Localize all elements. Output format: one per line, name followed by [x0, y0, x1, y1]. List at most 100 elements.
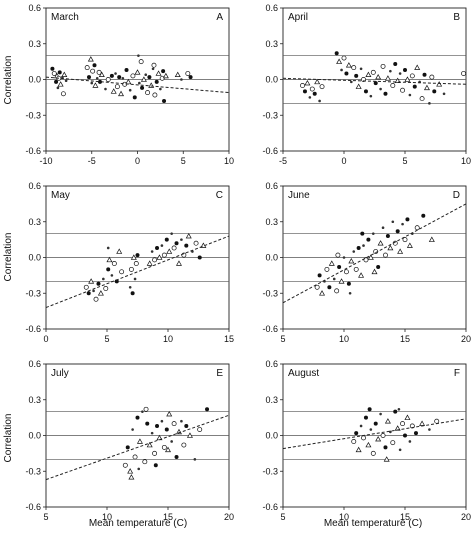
data-point	[128, 285, 132, 289]
data-point	[404, 76, 411, 82]
data-point	[193, 240, 199, 246]
data-point	[128, 266, 134, 272]
y-tick-label: -0.6	[262, 324, 278, 334]
regression-line	[45, 76, 230, 94]
data-point	[413, 431, 418, 436]
data-point	[380, 63, 386, 69]
data-point	[51, 71, 57, 76]
data-point	[166, 248, 173, 254]
y-tick-label: 0.3	[28, 395, 41, 405]
data-point	[155, 245, 160, 250]
y-tick-label: -0.6	[25, 324, 41, 334]
data-point	[377, 240, 384, 246]
data-point	[414, 225, 420, 231]
x-tick-label: 5	[43, 512, 48, 522]
data-point	[186, 432, 193, 438]
data-point	[110, 274, 114, 277]
data-point	[193, 458, 197, 461]
data-point	[118, 90, 125, 97]
data-point	[355, 83, 362, 89]
data-point	[174, 241, 179, 246]
data-point	[185, 71, 191, 76]
data-point	[300, 83, 305, 88]
data-point	[56, 86, 60, 90]
data-point	[385, 234, 390, 239]
data-point	[109, 73, 114, 78]
data-point	[393, 62, 398, 67]
data-point	[132, 95, 137, 100]
data-point	[130, 254, 137, 260]
data-point	[461, 71, 467, 76]
data-point	[135, 253, 140, 258]
x-tick-label: 5	[104, 334, 109, 344]
regression-line	[282, 418, 467, 450]
data-point	[334, 51, 339, 56]
data-point	[428, 428, 431, 431]
data-point	[197, 255, 202, 260]
data-point	[166, 410, 173, 417]
data-point	[387, 244, 394, 251]
data-point	[336, 58, 343, 64]
data-point	[412, 84, 417, 89]
data-point	[90, 68, 96, 74]
data-point	[180, 238, 183, 241]
panel-b: -0.6 -0.3 0.0 0.3 0.6 -5 0 5 10 April B	[262, 3, 471, 166]
data-point	[345, 62, 352, 68]
y-tick-label: 0.6	[265, 359, 278, 369]
data-point	[428, 236, 435, 242]
y-tick-label: 0.3	[28, 217, 41, 227]
data-point	[147, 75, 152, 80]
data-point	[324, 266, 330, 272]
data-point	[383, 91, 388, 96]
data-point	[160, 419, 164, 423]
panel-d: -0.6 -0.3 0.0 0.3 0.6 5 10 15 20 June D	[262, 181, 471, 344]
data-point	[342, 256, 346, 259]
data-point	[160, 244, 164, 247]
data-point	[398, 72, 402, 75]
data-point	[369, 428, 373, 431]
data-point	[302, 89, 307, 94]
data-point	[436, 81, 443, 87]
data-point	[130, 291, 135, 296]
y-tick-label: -0.3	[262, 288, 278, 298]
data-point	[140, 76, 147, 82]
data-point	[57, 81, 64, 87]
data-point	[366, 237, 371, 242]
data-point	[128, 474, 135, 480]
panel-letter: F	[454, 368, 460, 379]
data-point	[397, 407, 401, 411]
data-point	[135, 415, 140, 420]
data-point	[373, 421, 378, 426]
data-point	[181, 442, 187, 448]
ylabel-row1: Correlation	[3, 56, 14, 105]
data-point	[162, 72, 169, 79]
data-point	[398, 448, 402, 452]
data-point	[84, 65, 90, 71]
data-point	[359, 67, 363, 71]
data-point	[414, 64, 421, 70]
data-point	[125, 445, 130, 450]
data-point	[429, 74, 435, 80]
data-point	[400, 87, 406, 93]
data-point	[159, 75, 165, 81]
data-point	[384, 75, 391, 81]
data-point	[375, 73, 382, 80]
x-tick-label: 10	[461, 156, 471, 166]
data-point	[358, 272, 365, 278]
data-point	[205, 407, 210, 412]
data-point	[119, 269, 125, 275]
y-tick-label: 0.0	[28, 431, 41, 441]
data-point	[363, 89, 368, 94]
y-tick-label: -0.6	[25, 146, 41, 156]
data-point	[360, 231, 365, 236]
data-point	[361, 435, 366, 441]
y-tick-label: -0.6	[25, 502, 41, 512]
data-point	[150, 250, 154, 253]
x-tick-label: 20	[461, 334, 471, 344]
data-point	[404, 414, 411, 420]
data-point	[376, 265, 381, 270]
data-point	[197, 427, 203, 432]
data-point	[102, 277, 105, 281]
panel-month-label: May	[51, 190, 70, 201]
data-point	[352, 250, 356, 253]
